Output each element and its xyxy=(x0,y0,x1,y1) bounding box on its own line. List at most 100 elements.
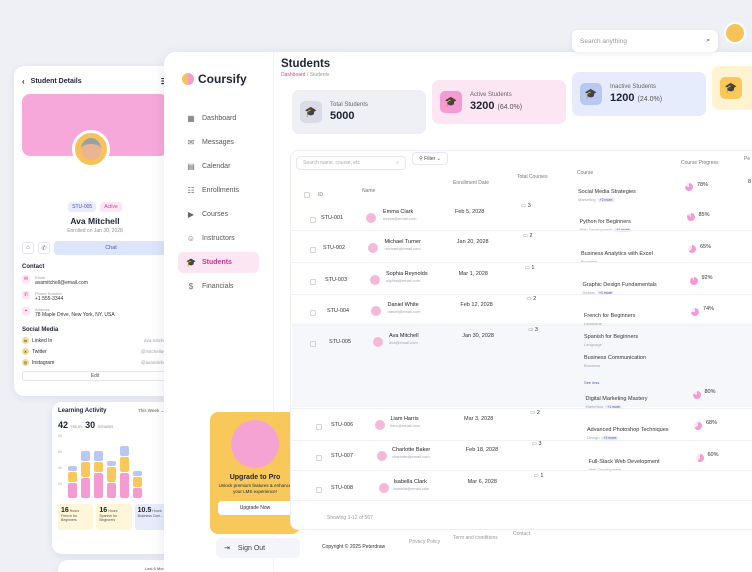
home-icon[interactable]: ⌂ xyxy=(22,242,34,254)
user-avatar[interactable] xyxy=(724,22,746,44)
terms-link[interactable]: Term and conditions xyxy=(453,535,498,541)
more-courses-badge[interactable]: +2 more xyxy=(597,198,615,202)
activity-bar xyxy=(133,471,142,498)
student-name[interactable]: Sophia Reynolds xyxy=(386,271,428,277)
phone-icon[interactable]: ✆ xyxy=(38,242,50,254)
course-title[interactable]: Business Analytics with Excel xyxy=(581,251,653,257)
course-title[interactable]: Python for Beginners xyxy=(579,219,631,225)
row-checkbox[interactable] xyxy=(316,455,322,461)
column-header-name[interactable]: Name xyxy=(362,188,376,194)
filter-button[interactable]: ⚲ Filter ⌄ xyxy=(412,152,448,165)
student-avatar xyxy=(366,213,376,223)
row-checkbox[interactable] xyxy=(316,487,322,493)
row-divider xyxy=(290,500,752,501)
row-checkbox[interactable] xyxy=(310,341,316,347)
sidebar-item-dashboard[interactable]: ▦ Dashboard xyxy=(178,108,259,129)
student-email: liam@email.com xyxy=(390,423,421,428)
edit-button[interactable]: Edit xyxy=(22,371,168,381)
sidebar-item-enrollments[interactable]: ☷ Enrollments xyxy=(178,180,259,201)
social-title: Social Media xyxy=(22,327,59,333)
details-title: Student Details xyxy=(30,77,82,85)
row-checkbox[interactable] xyxy=(310,279,316,285)
row-divider xyxy=(290,230,752,231)
row-checkbox[interactable] xyxy=(310,217,316,223)
sidebar-item-courses[interactable]: ▶ Courses xyxy=(178,204,259,225)
table-search-input[interactable]: Search name, course, etc ⌕ xyxy=(296,156,406,170)
sidebar-item-instructors[interactable]: ☺ Instructors xyxy=(178,228,259,249)
total-courses-value: 1 xyxy=(540,473,544,479)
enrolled-date: Enrolled on Jan 30, 2028 xyxy=(67,228,123,234)
column-header-course-progress[interactable]: Course Progress xyxy=(681,160,719,166)
course-title[interactable]: Business Communication xyxy=(584,355,647,361)
column-header-pe[interactable]: Pe xyxy=(744,156,751,162)
enrollment-date: Feb 5, 2028 xyxy=(455,209,485,215)
hours-value: 42 xyxy=(58,420,69,430)
student-name[interactable]: Emma Clark xyxy=(383,209,414,215)
student-name[interactable]: Liam Harris xyxy=(390,416,419,422)
progress-pie xyxy=(686,213,695,222)
row-checkbox[interactable] xyxy=(310,247,316,253)
sidebar-item-calendar[interactable]: ▤ Calendar xyxy=(178,156,259,177)
course-category: Web Development xyxy=(580,227,613,232)
bottom-period[interactable]: Last 6 Months xyxy=(144,566,170,571)
filter-label: Filter xyxy=(424,155,436,162)
sidebar-item-messages[interactable]: ✉ Messages xyxy=(178,132,259,153)
column-header-id[interactable]: ID xyxy=(318,192,323,198)
course-title[interactable]: Digital Marketing Mastery xyxy=(585,396,648,402)
course-title[interactable]: Social Media Strategies xyxy=(578,189,636,195)
hours-unit: Hours xyxy=(70,424,83,429)
course-title[interactable]: Spanish for Beginners xyxy=(584,334,639,340)
course-title[interactable]: French for Beginners xyxy=(584,313,636,319)
search-icon[interactable]: ⌕ xyxy=(706,37,710,44)
course-progress-value: 65% xyxy=(700,244,712,250)
see-less-link[interactable]: See less xyxy=(584,380,599,386)
row-checkbox[interactable] xyxy=(310,310,316,316)
privacy-link[interactable]: Privacy Policy xyxy=(409,539,441,545)
student-name[interactable]: Isabella Clark xyxy=(393,479,427,485)
student-email: isabella@email.com xyxy=(393,486,430,491)
select-all-checkbox[interactable] xyxy=(304,192,310,198)
total-courses-value: 2 xyxy=(533,296,537,302)
course-category: Marketing xyxy=(578,197,596,202)
contact-link[interactable]: Contact xyxy=(513,531,531,537)
upgrade-button[interactable]: Upgrade Now xyxy=(218,500,292,515)
breadcrumb-dashboard[interactable]: Dashboard xyxy=(281,72,306,78)
student-name[interactable]: Michael Turner xyxy=(384,239,421,245)
column-header-enrollment-date[interactable]: Enrollment Date xyxy=(453,180,489,186)
student-email: ava@email.com xyxy=(389,340,418,345)
more-courses-badge[interactable]: +1 more xyxy=(605,405,622,409)
course-title[interactable]: Graphic Design Fundamentals xyxy=(582,282,657,288)
more-courses-badge[interactable]: +1 more xyxy=(596,291,614,295)
course-title[interactable]: Full-Stack Web Development xyxy=(588,459,660,465)
signout-button[interactable]: ⇥ Sign Out xyxy=(216,538,300,558)
search-input[interactable]: Search anything ⌕ xyxy=(572,30,718,52)
student-id: STU-002 xyxy=(323,245,346,251)
row-divider xyxy=(290,262,752,263)
activity-stat: 16 Hours French for Beginners xyxy=(58,504,94,530)
student-name[interactable]: Charlotte Baker xyxy=(392,447,431,453)
enrollment-date: Mar 6, 2028 xyxy=(467,479,497,485)
total-courses-value: 3 xyxy=(538,441,542,447)
stat-active: 🎓 Active Students 3200 (64.0%) xyxy=(432,80,566,124)
bar-segment xyxy=(120,473,129,498)
student-id: STU-008 xyxy=(331,485,354,491)
course-category: Language xyxy=(584,342,602,347)
column-header-course[interactable]: Course xyxy=(577,170,594,176)
student-name[interactable]: Daniel White xyxy=(387,302,419,308)
course-title[interactable]: Advanced Photoshop Techniques xyxy=(587,427,669,433)
column-header-total-courses[interactable]: Total Courses xyxy=(517,174,548,180)
sidebar-item-financials[interactable]: $ Financials xyxy=(178,276,259,297)
progress-pie xyxy=(685,183,693,191)
student-email: charlotte@email.com xyxy=(392,454,430,459)
row-checkbox[interactable] xyxy=(316,424,322,430)
sidebar-item-students[interactable]: 🎓 Students xyxy=(178,252,259,273)
social-handle[interactable]: @avamitchell xyxy=(140,360,168,365)
chat-button[interactable]: Chat xyxy=(54,241,168,255)
more-courses-badge[interactable]: +2 more xyxy=(601,436,619,440)
phone-label: Phone Number xyxy=(35,291,62,296)
course-meta: Language xyxy=(584,342,602,348)
social-handle[interactable]: @mitchellava xyxy=(140,349,168,354)
back-icon[interactable]: ‹ xyxy=(22,76,25,86)
student-name[interactable]: Ava Mitchell xyxy=(389,333,419,339)
social-handle[interactable]: ava-mitchell xyxy=(143,338,168,343)
